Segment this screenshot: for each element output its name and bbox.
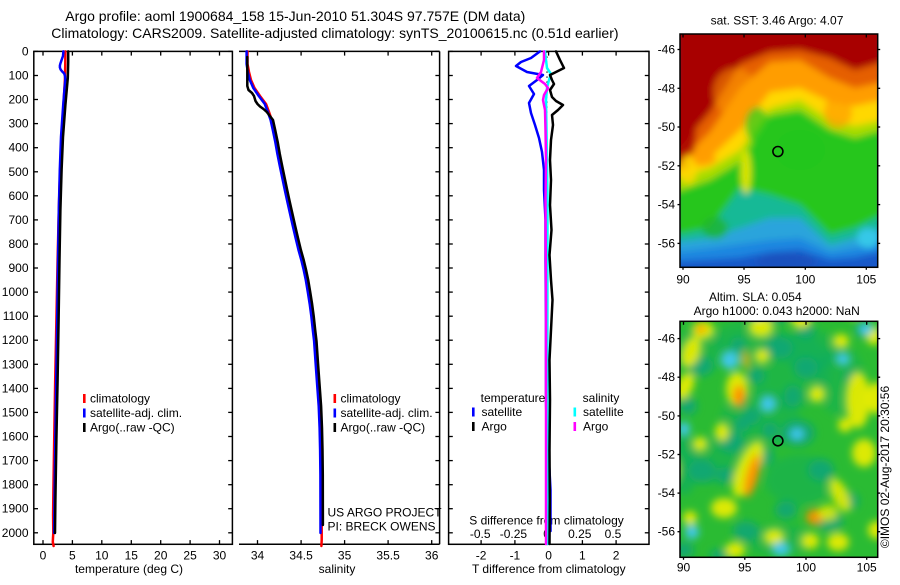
svg-text:-54: -54 <box>658 198 676 212</box>
svg-text:US ARGO PROJECT: US ARGO PROJECT <box>328 506 443 520</box>
svg-text:100: 100 <box>8 69 28 83</box>
svg-text:0: 0 <box>40 549 47 563</box>
svg-text:-50: -50 <box>658 120 676 134</box>
svg-text:-46: -46 <box>658 332 676 346</box>
svg-text:10: 10 <box>95 549 109 563</box>
svg-text:95: 95 <box>738 561 752 575</box>
svg-text:700: 700 <box>8 213 28 227</box>
svg-text:-2: -2 <box>476 549 487 563</box>
svg-text:satellite: satellite <box>583 405 624 419</box>
svg-text:1500: 1500 <box>2 405 29 419</box>
svg-text:800: 800 <box>8 237 28 251</box>
svg-text:temperature (deg C): temperature (deg C) <box>75 562 183 576</box>
svg-text:-0.25: -0.25 <box>500 527 528 541</box>
svg-text:30: 30 <box>213 549 227 563</box>
svg-text:-56: -56 <box>658 525 676 539</box>
svg-text:34.5: 34.5 <box>289 549 313 563</box>
svg-text:-52: -52 <box>658 159 676 173</box>
svg-text:400: 400 <box>8 141 28 155</box>
svg-text:1600: 1600 <box>2 430 29 444</box>
svg-text:Argo: Argo <box>482 420 508 434</box>
svg-text:-50: -50 <box>658 409 676 423</box>
svg-text:climatology: climatology <box>341 392 401 406</box>
svg-text:-46: -46 <box>658 43 676 57</box>
svg-text:satellite-adj. clim.: satellite-adj. clim. <box>90 406 182 420</box>
svg-text:1: 1 <box>579 549 586 563</box>
svg-text:Argo: Argo <box>583 420 609 434</box>
svg-text:35.5: 35.5 <box>376 549 400 563</box>
svg-text:Argo(..raw -QC): Argo(..raw -QC) <box>90 421 175 435</box>
svg-text:1400: 1400 <box>2 381 29 395</box>
svg-text:-48: -48 <box>658 81 676 95</box>
svg-text:0: 0 <box>22 44 29 58</box>
svg-text:25: 25 <box>183 549 197 563</box>
svg-text:300: 300 <box>8 117 28 131</box>
svg-text:Altim. SLA: 0.054: Altim. SLA: 0.054 <box>709 290 802 304</box>
svg-text:0.25: 0.25 <box>568 527 592 541</box>
svg-text:90: 90 <box>677 561 691 575</box>
svg-text:satellite: satellite <box>482 405 523 419</box>
svg-text:Argo h1000: 0.043 h2000: NaN: Argo h1000: 0.043 h2000: NaN <box>694 304 860 318</box>
svg-text:-48: -48 <box>658 370 676 384</box>
svg-text:90: 90 <box>676 273 690 287</box>
svg-text:0: 0 <box>545 549 552 563</box>
svg-text:1700: 1700 <box>2 454 29 468</box>
svg-text:105: 105 <box>856 273 876 287</box>
svg-text:-0.5: -0.5 <box>470 527 491 541</box>
svg-text:500: 500 <box>8 165 28 179</box>
svg-text:1900: 1900 <box>2 502 29 516</box>
svg-text:100: 100 <box>796 561 816 575</box>
svg-text:36: 36 <box>425 549 439 563</box>
svg-text:34: 34 <box>251 549 265 563</box>
svg-text:Argo profile: aoml 1900684_158: Argo profile: aoml 1900684_158 15-Jun-20… <box>65 8 525 24</box>
svg-text:Argo(..raw -QC): Argo(..raw -QC) <box>341 421 426 435</box>
svg-text:PI: BRECK OWENS: PI: BRECK OWENS <box>328 520 436 534</box>
svg-text:salinity: salinity <box>319 562 356 576</box>
svg-text:200: 200 <box>8 93 28 107</box>
svg-text:-54: -54 <box>658 486 676 500</box>
svg-text:1100: 1100 <box>3 309 29 323</box>
svg-text:T difference from climatology: T difference from climatology <box>472 562 626 576</box>
svg-text:temperature: temperature <box>481 391 546 405</box>
svg-text:1000: 1000 <box>2 285 29 299</box>
svg-text:5: 5 <box>69 549 76 563</box>
svg-text:satellite-adj. clim.: satellite-adj. clim. <box>341 406 433 420</box>
svg-text:climatology: climatology <box>90 392 150 406</box>
svg-text:20: 20 <box>154 549 168 563</box>
svg-text:-1: -1 <box>510 549 521 563</box>
svg-text:-52: -52 <box>658 448 676 462</box>
svg-text:105: 105 <box>857 561 877 575</box>
svg-text:1300: 1300 <box>2 357 29 371</box>
svg-text:900: 900 <box>8 261 28 275</box>
svg-text:2000: 2000 <box>2 526 29 540</box>
svg-text:1200: 1200 <box>2 333 29 347</box>
svg-text:2: 2 <box>613 549 620 563</box>
svg-text:sat. SST: 3.46 Argo: 4.07: sat. SST: 3.46 Argo: 4.07 <box>711 14 844 28</box>
svg-text:-56: -56 <box>658 236 676 250</box>
svg-text:0.5: 0.5 <box>605 527 622 541</box>
svg-text:15: 15 <box>125 549 139 563</box>
svg-text:600: 600 <box>8 189 28 203</box>
svg-text:Climatology: CARS2009. Satelli: Climatology: CARS2009. Satellite-adjuste… <box>51 25 618 41</box>
svg-text:©IMOS 02-Aug-2017 20:30:56: ©IMOS 02-Aug-2017 20:30:56 <box>878 386 892 549</box>
svg-text:1800: 1800 <box>2 478 29 492</box>
svg-text:35: 35 <box>338 549 352 563</box>
svg-text:95: 95 <box>737 273 751 287</box>
svg-text:salinity: salinity <box>583 391 620 405</box>
svg-text:100: 100 <box>795 273 815 287</box>
